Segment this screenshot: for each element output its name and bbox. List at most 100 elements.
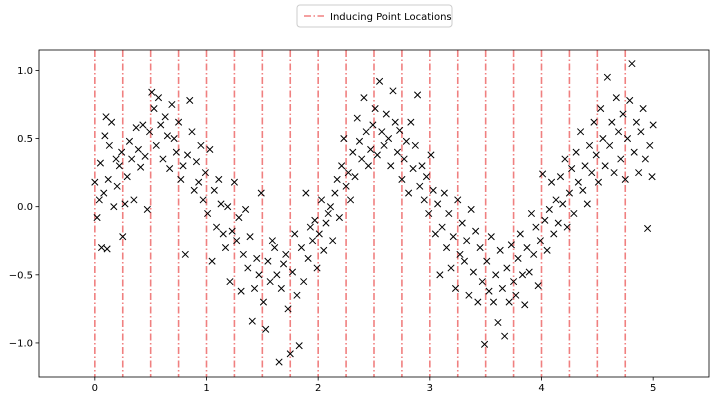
data-point	[295, 342, 303, 350]
data-point	[266, 278, 274, 286]
data-point	[568, 164, 576, 173]
legend: Inducing Point Locations	[296, 4, 453, 28]
data-point	[472, 227, 480, 235]
data-point	[534, 282, 542, 290]
data-point	[358, 155, 366, 163]
data-point	[644, 224, 652, 233]
data-point	[387, 162, 395, 170]
data-point	[480, 340, 489, 348]
data-point	[648, 173, 656, 181]
x-tick-label: 1	[203, 383, 209, 394]
data-point	[101, 132, 109, 140]
data-point	[250, 284, 259, 292]
data-point	[152, 141, 160, 149]
data-point	[639, 105, 647, 113]
data-point	[427, 151, 435, 159]
data-point	[112, 155, 120, 163]
legend-label: Inducing Point Locations	[330, 12, 452, 23]
data-point	[338, 162, 346, 170]
data-point	[288, 268, 297, 276]
data-point	[195, 178, 203, 186]
data-point	[110, 203, 118, 211]
data-point	[315, 230, 323, 238]
data-point	[166, 164, 174, 173]
data-point	[585, 141, 594, 149]
data-point	[465, 291, 473, 299]
points-group	[91, 60, 657, 366]
data-point	[259, 298, 268, 306]
data-point	[588, 169, 596, 177]
data-point	[393, 148, 402, 156]
data-point	[128, 155, 136, 163]
data-point	[221, 244, 230, 252]
data-point	[159, 155, 167, 163]
data-point	[467, 205, 475, 213]
data-point	[525, 268, 533, 276]
data-point	[331, 189, 339, 197]
data-point	[545, 205, 553, 213]
data-point	[333, 175, 341, 183]
data-point	[239, 250, 247, 258]
data-point	[306, 223, 314, 231]
data-point	[623, 135, 632, 143]
data-point	[360, 94, 368, 102]
data-point	[436, 271, 444, 279]
data-point	[264, 257, 272, 265]
data-point	[487, 233, 495, 241]
data-point	[413, 91, 422, 99]
data-point	[621, 175, 629, 183]
data-point	[632, 118, 640, 126]
data-point	[217, 200, 225, 208]
data-point	[132, 124, 140, 132]
data-point	[192, 158, 201, 166]
data-point	[172, 148, 180, 156]
data-point	[649, 121, 657, 129]
data-point	[438, 223, 446, 231]
data-point	[141, 152, 149, 160]
data-point	[409, 164, 417, 173]
data-point	[420, 196, 428, 204]
data-point	[297, 244, 305, 252]
data-point	[279, 260, 288, 268]
data-point	[434, 200, 442, 208]
data-point	[574, 178, 582, 186]
data-point	[510, 278, 518, 286]
data-point	[181, 250, 189, 258]
data-point	[121, 200, 129, 208]
data-point	[300, 278, 308, 286]
data-point	[373, 151, 381, 159]
data-point	[559, 200, 567, 208]
y-axis: 1.0 0.5 0.0 −0.5 −1.0	[9, 66, 39, 349]
data-point	[95, 196, 103, 204]
data-point	[304, 254, 312, 263]
data-point	[329, 237, 337, 245]
data-point	[496, 246, 504, 254]
data-point	[115, 162, 123, 170]
x-tick-label: 4	[538, 383, 544, 394]
data-point	[148, 88, 156, 96]
data-point	[641, 155, 649, 163]
data-point	[346, 196, 355, 204]
y-tick-label: −0.5	[9, 270, 33, 281]
data-point	[344, 169, 352, 177]
data-point	[118, 148, 126, 156]
data-point	[626, 96, 634, 104]
data-point	[518, 271, 527, 279]
data-point	[168, 100, 176, 109]
data-point	[282, 250, 290, 258]
data-point	[523, 244, 531, 252]
data-point	[371, 105, 379, 113]
data-point	[398, 175, 406, 183]
data-point	[317, 196, 326, 204]
data-point	[463, 237, 471, 245]
data-point	[456, 250, 464, 258]
data-point	[199, 196, 207, 204]
data-point	[402, 137, 410, 145]
data-point	[389, 87, 397, 95]
data-point	[552, 196, 560, 204]
x-tick-label: 0	[92, 383, 98, 394]
data-point	[235, 214, 243, 222]
data-point	[494, 318, 502, 327]
data-point	[233, 237, 241, 245]
